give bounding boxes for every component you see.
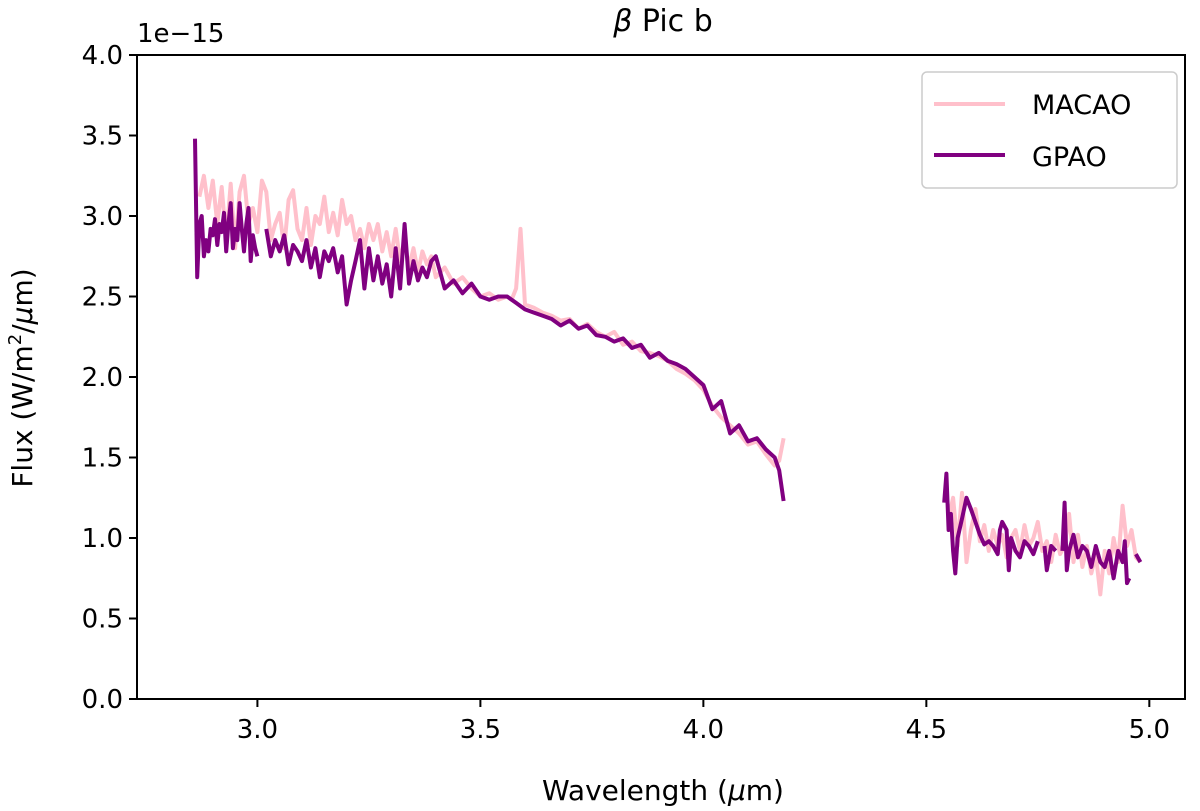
series-line-macao — [197, 173, 786, 468]
legend: MACAO GPAO — [921, 71, 1178, 189]
legend-label-macao: MACAO — [1032, 90, 1131, 121]
y-axis-label-suffix: m) — [6, 268, 39, 306]
y-tick-label: 3.5 — [82, 122, 123, 152]
y-axis-label-mu: μ — [6, 307, 39, 326]
y-axis-label-mid: / — [6, 324, 39, 334]
x-tick-label: 5.0 — [1129, 715, 1170, 745]
y-tick-label: 0.5 — [82, 605, 123, 635]
title-text: Pic b — [632, 4, 712, 39]
y-tick-label: 2.5 — [82, 283, 123, 313]
axis-ticks: 3.0 3.5 4.0 4.5 5.0 0.0 0.5 1.0 1.5 2.0 2.5 3.0 3.5 4… — [82, 41, 1170, 745]
y-tick-label: 1.5 — [82, 444, 123, 474]
series-line-gpao — [1042, 544, 1058, 573]
legend-label-gpao: GPAO — [1032, 142, 1107, 173]
series-line-gpao — [942, 471, 1040, 576]
series-line-gpao — [264, 222, 786, 502]
series-line-macao — [946, 490, 1142, 597]
x-axis-label-mu: μ — [727, 774, 746, 807]
y-offset-label: 1e−15 — [137, 19, 224, 49]
series-line-gpao — [1060, 500, 1132, 586]
series-line-gpao — [1134, 553, 1143, 564]
y-tick-label: 0.0 — [82, 685, 123, 715]
y-tick-label: 2.0 — [82, 363, 123, 393]
y-axis-label-sup: 2 — [5, 334, 26, 345]
title-beta: β — [612, 4, 632, 39]
x-tick-label: 4.5 — [906, 715, 947, 745]
legend-box — [921, 71, 1178, 189]
y-tick-label: 1.0 — [82, 524, 123, 554]
y-axis-label: Flux (W/m2/μm) — [5, 268, 39, 487]
series-line-gpao — [193, 138, 260, 280]
x-tick-label: 3.0 — [237, 715, 278, 745]
y-tick-label: 3.0 — [82, 202, 123, 232]
plot-frame — [136, 54, 1186, 700]
chart-title: β Pic b — [612, 4, 713, 39]
x-tick-label: 4.0 — [683, 715, 724, 745]
x-axis-label-prefix: Wavelength ( — [542, 774, 728, 807]
plot-lines — [193, 138, 1143, 597]
x-axis-label: Wavelength (μm) — [542, 774, 784, 807]
x-axis-label-suffix: m) — [746, 774, 784, 807]
y-axis-label-prefix: Flux (W/m — [6, 345, 39, 487]
x-tick-label: 3.5 — [460, 715, 501, 745]
y-tick-label: 4.0 — [82, 41, 123, 71]
